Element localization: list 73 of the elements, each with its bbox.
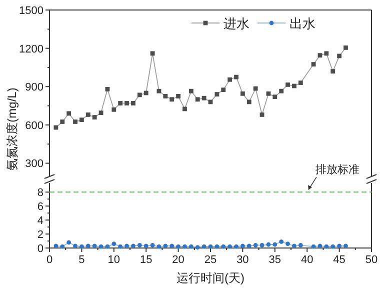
point <box>214 92 220 96</box>
point <box>66 111 72 116</box>
point <box>188 88 194 94</box>
point <box>80 118 84 122</box>
point <box>318 53 322 58</box>
x-tick-label: 25 <box>204 254 217 266</box>
point <box>105 86 110 92</box>
y-tick-label: 4 <box>37 215 44 228</box>
y-axis-title: 氨氮浓度(mg/L) <box>5 88 19 170</box>
y-tick-label: 1500 <box>19 5 44 17</box>
x-tick-label: 5 <box>78 254 85 266</box>
legend-label: 进水 <box>224 16 250 31</box>
y-tick-label: 300 <box>25 158 44 170</box>
x-tick-label: 50 <box>365 254 378 266</box>
x-tick-label: 0 <box>46 254 53 266</box>
point <box>266 91 271 96</box>
point <box>170 97 174 102</box>
x-tick-label: 20 <box>172 254 184 266</box>
x-tick-label: 35 <box>268 254 282 266</box>
point <box>112 107 116 112</box>
point <box>272 94 278 100</box>
x-tick-label: 30 <box>236 254 249 266</box>
y-tick-label: 0 <box>37 243 44 255</box>
point <box>124 101 129 106</box>
ref-line-label: 排放标准 <box>316 163 360 176</box>
point <box>60 120 65 124</box>
point <box>228 77 232 82</box>
point <box>221 88 226 92</box>
y-tick-label: 600 <box>25 120 44 132</box>
point <box>311 62 316 66</box>
point <box>163 94 168 98</box>
y-tick-label: 1200 <box>19 43 44 56</box>
y-tick-label: 2 <box>37 229 44 242</box>
y-tick-label: 6 <box>37 201 44 214</box>
point <box>73 120 78 124</box>
point <box>54 125 58 130</box>
point <box>292 84 296 88</box>
point <box>324 51 329 56</box>
point <box>298 80 303 85</box>
point <box>150 51 155 56</box>
point <box>195 97 200 102</box>
point <box>337 54 342 58</box>
point <box>144 90 148 96</box>
point <box>86 112 90 117</box>
point <box>137 92 142 98</box>
point <box>92 115 97 120</box>
point <box>176 94 180 98</box>
point <box>208 100 213 104</box>
x-tick-label: 15 <box>140 254 152 266</box>
point <box>156 88 162 94</box>
point <box>246 100 252 104</box>
point <box>182 106 187 112</box>
point <box>344 45 348 50</box>
point <box>253 86 258 91</box>
point <box>131 101 136 106</box>
x-tick-label: 10 <box>108 254 120 266</box>
x-axis-title: 运行时间(天) <box>176 271 244 285</box>
legend: 进水 <box>191 16 250 31</box>
point <box>286 82 290 87</box>
point <box>234 74 238 80</box>
point <box>240 91 245 96</box>
point <box>98 110 104 115</box>
y-tick-label: 8 <box>37 187 44 200</box>
y-tick-label: 900 <box>25 82 44 94</box>
legend: 出水 <box>257 16 316 31</box>
point <box>260 112 264 117</box>
point <box>118 101 123 106</box>
x-tick-label: 40 <box>300 254 314 266</box>
point <box>202 96 206 100</box>
point <box>330 69 336 74</box>
x-tick-label: 45 <box>333 254 346 266</box>
legend-label: 出水 <box>290 16 316 31</box>
point <box>279 88 284 94</box>
